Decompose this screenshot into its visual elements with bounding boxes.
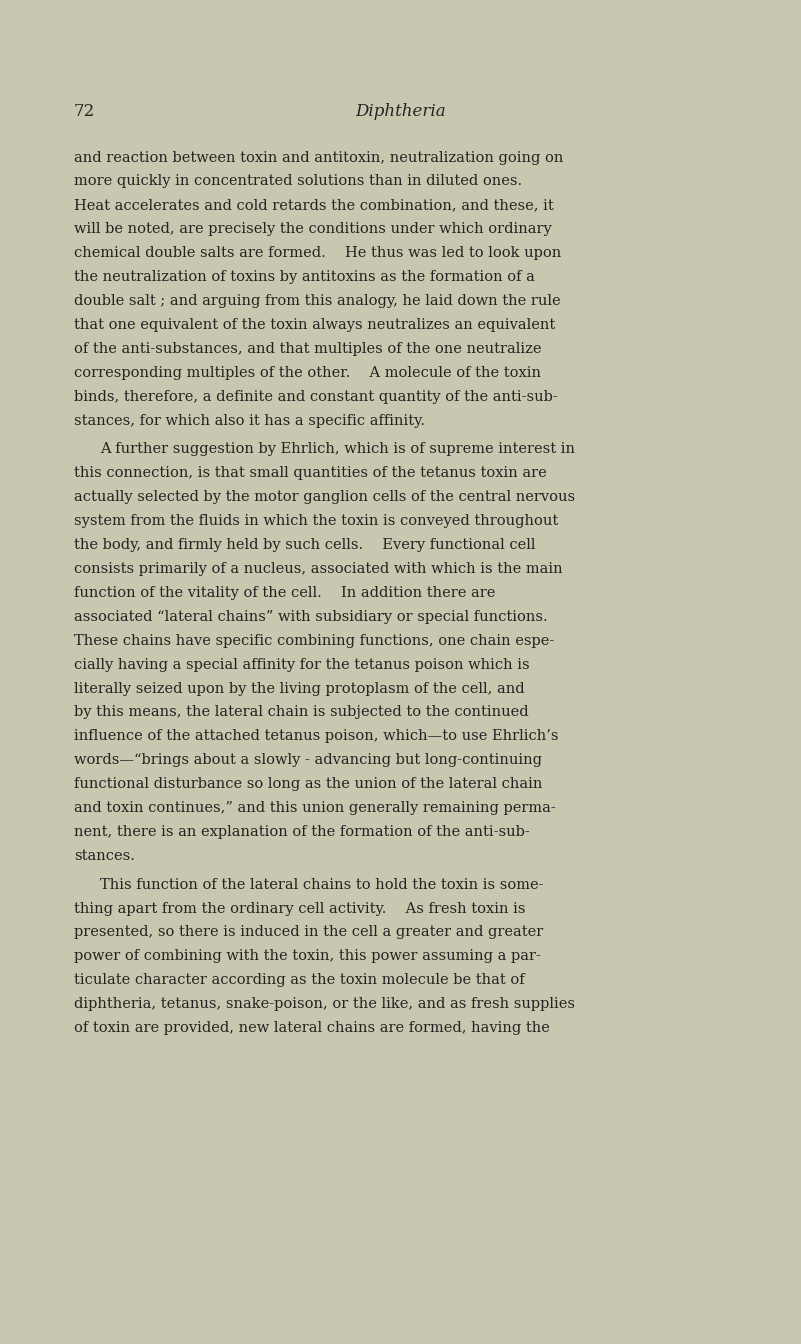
Text: and reaction between toxin and antitoxin, neutralization going on: and reaction between toxin and antitoxin… xyxy=(74,151,563,164)
Text: associated “lateral chains” with subsidiary or special functions.: associated “lateral chains” with subsidi… xyxy=(74,610,547,624)
Text: that one equivalent of the toxin always neutralizes an equivalent: that one equivalent of the toxin always … xyxy=(74,319,555,332)
Text: corresponding multiples of the other.  A molecule of the toxin: corresponding multiples of the other. A … xyxy=(74,366,541,380)
Text: nent, there is an explanation of the formation of the anti-sub-: nent, there is an explanation of the for… xyxy=(74,825,529,839)
Text: 72: 72 xyxy=(74,103,95,121)
Text: the neutralization of toxins by antitoxins as the formation of a: the neutralization of toxins by antitoxi… xyxy=(74,270,534,284)
Text: by this means, the lateral chain is subjected to the continued: by this means, the lateral chain is subj… xyxy=(74,706,529,719)
Text: diphtheria, tetanus, snake-poison, or the like, and as fresh supplies: diphtheria, tetanus, snake-poison, or th… xyxy=(74,997,574,1011)
Text: A further suggestion by Ehrlich, which is of supreme interest in: A further suggestion by Ehrlich, which i… xyxy=(100,442,575,457)
Text: cially having a special affinity for the tetanus poison which is: cially having a special affinity for the… xyxy=(74,657,529,672)
Text: stances.: stances. xyxy=(74,849,135,863)
Text: presented, so there is induced in the cell a greater and greater: presented, so there is induced in the ce… xyxy=(74,926,543,939)
Text: literally seized upon by the living protoplasm of the cell, and: literally seized upon by the living prot… xyxy=(74,681,525,696)
Text: function of the vitality of the cell.  In addition there are: function of the vitality of the cell. In… xyxy=(74,586,495,599)
Text: more quickly in concentrated solutions than in diluted ones.: more quickly in concentrated solutions t… xyxy=(74,175,521,188)
Text: These chains have specific combining functions, one chain espe-: These chains have specific combining fun… xyxy=(74,633,554,648)
Text: of the anti-substances, and that multiples of the one neutralize: of the anti-substances, and that multipl… xyxy=(74,341,541,356)
Text: Diphtheria: Diphtheria xyxy=(355,103,446,121)
Text: will be noted, are precisely the conditions under which ordinary: will be noted, are precisely the conditi… xyxy=(74,222,551,237)
Text: this connection, is that small quantities of the tetanus toxin are: this connection, is that small quantitie… xyxy=(74,466,546,480)
Text: power of combining with the toxin, this power assuming a par-: power of combining with the toxin, this … xyxy=(74,949,541,964)
Text: the body, and firmly held by such cells.  Every functional cell: the body, and firmly held by such cells.… xyxy=(74,538,535,552)
Text: This function of the lateral chains to hold the toxin is some-: This function of the lateral chains to h… xyxy=(100,878,544,891)
Text: of toxin are provided, new lateral chains are formed, having the: of toxin are provided, new lateral chain… xyxy=(74,1021,549,1035)
Text: binds, therefore, a definite and constant quantity of the anti-sub-: binds, therefore, a definite and constan… xyxy=(74,390,557,403)
Text: words—“brings about a slowly - advancing but long-continuing: words—“brings about a slowly - advancing… xyxy=(74,753,541,767)
Text: stances, for which also it has a specific affinity.: stances, for which also it has a specifi… xyxy=(74,414,425,427)
Text: thing apart from the ordinary cell activity.  As fresh toxin is: thing apart from the ordinary cell activ… xyxy=(74,902,525,915)
Text: influence of the attached tetanus poison, which—to use Ehrlich’s: influence of the attached tetanus poison… xyxy=(74,730,558,743)
Text: functional disturbance so long as the union of the lateral chain: functional disturbance so long as the un… xyxy=(74,777,542,792)
Text: chemical double salts are formed.  He thus was led to look upon: chemical double salts are formed. He thu… xyxy=(74,246,561,261)
Text: ticulate character according as the toxin molecule be that of: ticulate character according as the toxi… xyxy=(74,973,525,988)
Text: actually selected by the motor ganglion cells of the central nervous: actually selected by the motor ganglion … xyxy=(74,491,575,504)
Text: consists primarily of a nucleus, associated with which is the main: consists primarily of a nucleus, associa… xyxy=(74,562,562,577)
Text: double salt ; and arguing from this analogy, he laid down the rule: double salt ; and arguing from this anal… xyxy=(74,294,561,308)
Text: and toxin continues,” and this union generally remaining perma-: and toxin continues,” and this union gen… xyxy=(74,801,555,816)
Text: Heat accelerates and cold retards the combination, and these, it: Heat accelerates and cold retards the co… xyxy=(74,199,553,212)
Text: system from the fluids in which the toxin is conveyed throughout: system from the fluids in which the toxi… xyxy=(74,513,558,528)
